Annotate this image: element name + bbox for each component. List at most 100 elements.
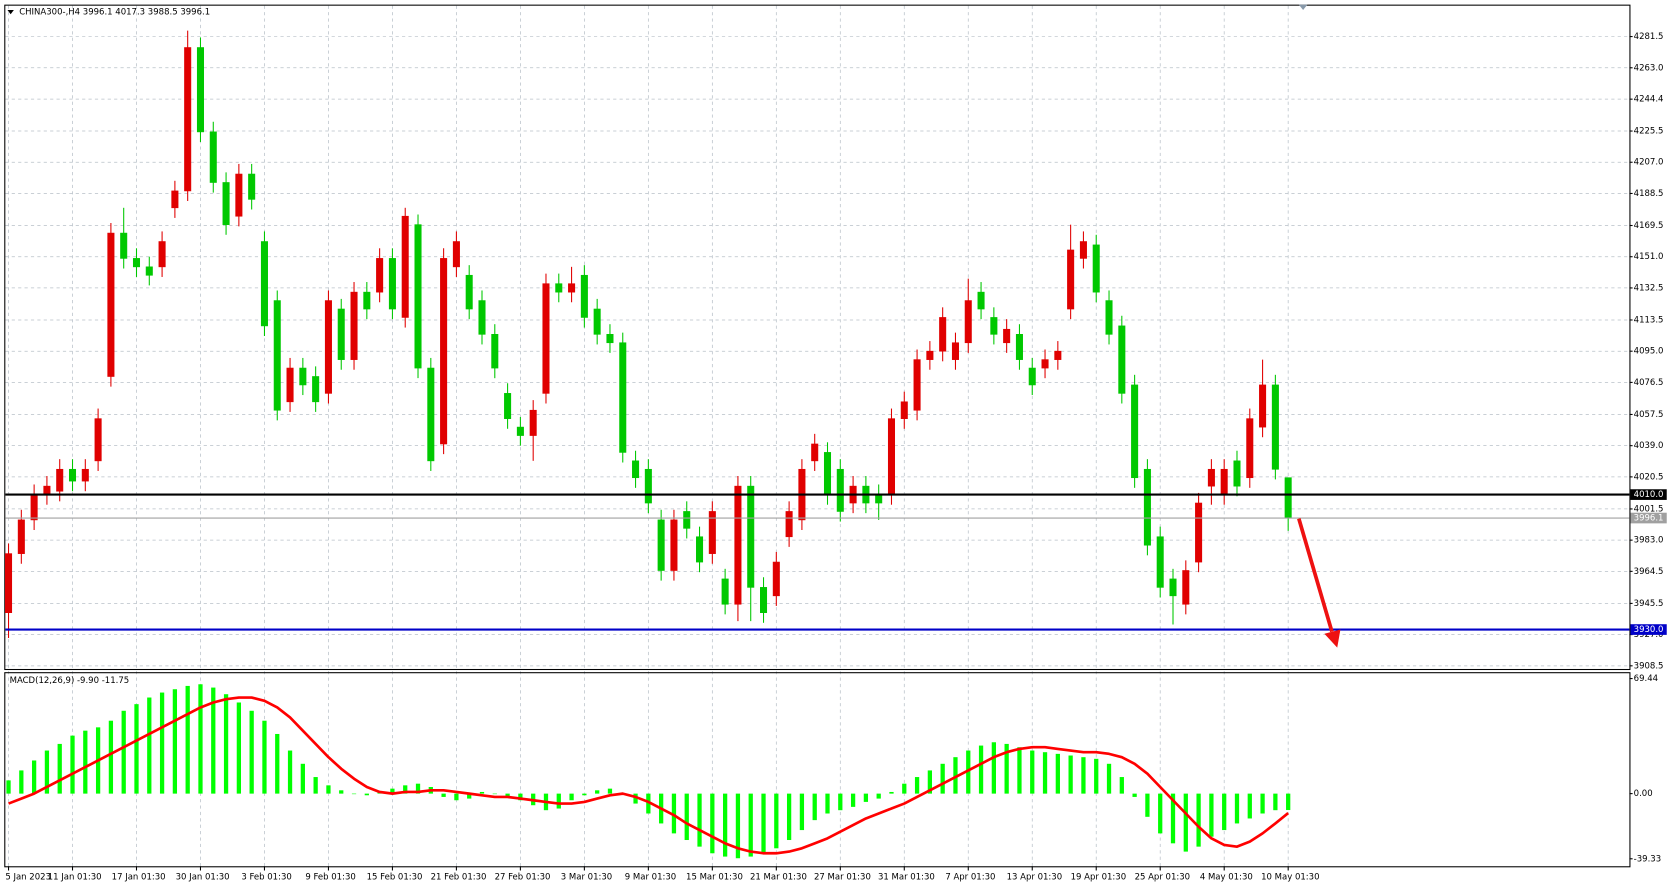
candle-body xyxy=(1246,418,1254,479)
candle-body xyxy=(1169,578,1177,597)
candle-body xyxy=(1195,502,1203,563)
candle-body xyxy=(465,274,473,310)
macd-panel xyxy=(4,672,1631,868)
macd-bar xyxy=(1260,793,1265,814)
macd-bar xyxy=(211,687,216,794)
x-tick-label: 4 May 01:30 xyxy=(1200,872,1253,882)
candle-body xyxy=(760,587,768,613)
candle-body xyxy=(875,494,883,504)
macd-bar xyxy=(31,760,37,794)
candle-body xyxy=(632,460,640,479)
candle-body xyxy=(1143,468,1151,546)
x-tick-label: 27 Mar 01:30 xyxy=(814,872,871,882)
x-tick-label: 7 Apr 01:30 xyxy=(945,872,995,882)
macd-bar xyxy=(838,793,843,811)
macd-bar xyxy=(275,733,280,794)
y-tick-label: 4039.0 xyxy=(1634,441,1664,451)
candle-body xyxy=(721,578,729,605)
macd-bar xyxy=(121,710,126,794)
candle-body xyxy=(184,47,192,192)
scroll-marker[interactable] xyxy=(1298,4,1308,10)
candle-body xyxy=(529,409,537,436)
level-label: 4010.0 xyxy=(1634,490,1664,500)
y-tick-label: 69.44 xyxy=(1634,674,1658,684)
macd-bar xyxy=(1055,753,1060,794)
macd-bar xyxy=(889,791,894,794)
candle-body xyxy=(670,519,678,571)
candle-body xyxy=(1182,570,1190,605)
macd-bar xyxy=(902,783,907,794)
candle-body xyxy=(939,317,947,352)
macd-bar xyxy=(236,702,241,794)
macd-bar xyxy=(595,790,600,794)
x-tick-label: 19 Apr 01:30 xyxy=(1071,872,1127,882)
candle-body xyxy=(708,511,716,554)
candle-body xyxy=(478,300,486,335)
level-label-box xyxy=(1630,489,1667,500)
macd-bar xyxy=(569,793,574,801)
candle-body xyxy=(427,367,435,462)
candle-body xyxy=(1028,367,1036,386)
macd-bar xyxy=(1004,743,1009,794)
candle-body xyxy=(171,190,179,209)
candle-body xyxy=(260,241,268,327)
candle-body xyxy=(94,418,102,462)
macd-bar xyxy=(927,770,933,794)
candle-body xyxy=(363,291,371,310)
macd-bar xyxy=(249,710,254,794)
candle-body xyxy=(785,511,793,538)
candle-body xyxy=(388,258,396,310)
candle-body xyxy=(1271,384,1279,470)
y-tick-label: 4020.5 xyxy=(1634,472,1664,482)
y-tick-label: 3964.5 xyxy=(1634,567,1664,577)
candle-body xyxy=(376,258,384,293)
macd-bar xyxy=(786,793,792,841)
candle-body xyxy=(926,350,934,360)
candle-body xyxy=(43,485,51,495)
macd-bar xyxy=(556,793,561,809)
candle-body xyxy=(414,224,422,369)
y-tick-label: 3945.5 xyxy=(1634,599,1664,609)
macd-bar xyxy=(403,785,408,794)
macd-bar xyxy=(351,793,357,795)
candle-body xyxy=(887,418,896,495)
macd-bar xyxy=(953,757,958,794)
macd-bar xyxy=(19,770,24,794)
macd-bar xyxy=(1042,752,1048,794)
macd-bar xyxy=(1286,793,1291,811)
macd-bar xyxy=(6,780,11,794)
y-tick-label: 4151.0 xyxy=(1634,252,1664,262)
candle-body xyxy=(1092,244,1100,293)
x-tick-label: 13 Apr 01:30 xyxy=(1007,872,1063,882)
candle-body xyxy=(619,342,627,453)
y-tick-label: 0.00 xyxy=(1634,789,1653,799)
candle-body xyxy=(1207,468,1215,487)
marks xyxy=(5,30,1630,859)
macd-bar xyxy=(1196,793,1201,847)
macd-bar xyxy=(518,793,523,801)
macd-bar xyxy=(70,735,75,794)
macd-bar xyxy=(108,720,114,794)
macd-bar xyxy=(1119,777,1124,794)
candle-body xyxy=(836,468,844,512)
candle-body xyxy=(1284,477,1292,519)
candle-body xyxy=(823,452,832,495)
candle-body xyxy=(452,241,460,268)
candle-body xyxy=(504,393,512,419)
x-tick-label: 21 Feb 01:30 xyxy=(431,872,487,882)
macd-bar xyxy=(761,793,766,854)
candle-body xyxy=(1003,328,1011,344)
macd-bar xyxy=(646,793,651,814)
candle-body xyxy=(555,283,563,293)
macd-bar xyxy=(415,783,421,794)
main-panel xyxy=(4,4,1631,671)
candle-body xyxy=(516,426,524,436)
macd-bar xyxy=(735,793,741,859)
macd-bar xyxy=(339,790,344,794)
menu-triangle[interactable] xyxy=(7,9,14,15)
candle-body xyxy=(606,334,614,344)
x-tick-label: 15 Mar 01:30 xyxy=(686,872,743,882)
macd-bar xyxy=(83,730,88,794)
candle-body xyxy=(68,468,77,482)
candle-body xyxy=(1220,468,1228,495)
